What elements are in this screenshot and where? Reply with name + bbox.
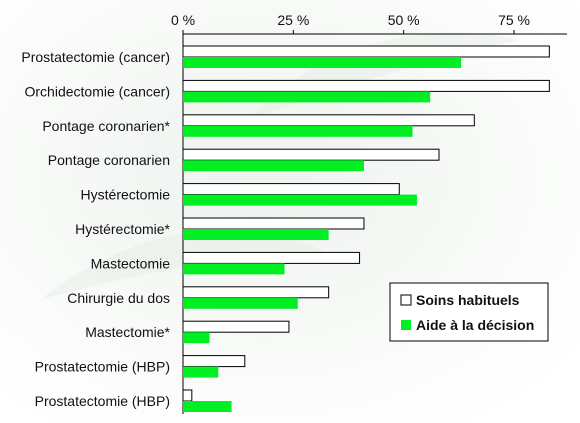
bar-aide-decision bbox=[183, 366, 219, 378]
bar-soins-habituels bbox=[182, 251, 361, 264]
bar-aide-decision bbox=[183, 194, 417, 206]
category-label: Prostatectomie (HBP) bbox=[35, 359, 170, 375]
bars bbox=[182, 45, 550, 412]
bar-soins-habituels bbox=[182, 389, 193, 402]
category-label: Chirurgie du dos bbox=[67, 290, 170, 306]
bar-soins-habituels bbox=[182, 355, 246, 368]
category-label: Hystérectomie bbox=[81, 187, 171, 203]
bar-aide-decision bbox=[183, 57, 462, 68]
category-label: Pontage coronarien* bbox=[42, 118, 170, 134]
bar-soins-habituels bbox=[182, 114, 475, 127]
category-label: Prostatectomie (HBP) bbox=[35, 393, 170, 409]
category-label: Mastectomie* bbox=[85, 324, 170, 340]
x-tick-label: 25 % bbox=[277, 12, 309, 28]
category-label: Orchidectomie (cancer) bbox=[25, 83, 171, 99]
legend: Soins habituels Aide à la décision bbox=[389, 282, 549, 342]
bar-aide-decision bbox=[183, 332, 210, 344]
legend-box bbox=[389, 282, 549, 342]
bar-soins-habituels bbox=[182, 217, 365, 230]
bar-aide-decision bbox=[183, 263, 285, 275]
legend-label-aide-decision: Aide à la décision bbox=[416, 317, 534, 333]
bar-aide-decision bbox=[183, 297, 298, 309]
bar-soins-habituels bbox=[182, 148, 440, 161]
legend-swatch-aide-decision bbox=[401, 320, 411, 330]
bar-soins-habituels bbox=[182, 45, 550, 58]
x-tick-label: 75 % bbox=[498, 12, 530, 28]
bar-aide-decision bbox=[183, 125, 413, 137]
category-label: Pontage coronarien bbox=[48, 152, 170, 168]
bar-aide-decision bbox=[183, 160, 364, 172]
legend-swatch-soins-habituels bbox=[400, 294, 412, 306]
bar-aide-decision bbox=[183, 91, 431, 103]
bar-soins-habituels bbox=[182, 79, 550, 92]
bar-aide-decision bbox=[183, 401, 232, 412]
x-tick-label: 0 % bbox=[171, 12, 195, 28]
bar-soins-habituels bbox=[182, 286, 330, 299]
legend-label-soins-habituels: Soins habituels bbox=[416, 292, 520, 308]
bar-soins-habituels bbox=[182, 183, 400, 196]
bar-aide-decision bbox=[183, 229, 329, 240]
category-labels: Prostatectomie (cancer) Orchidectomie (ca… bbox=[21, 49, 170, 409]
bar-soins-habituels bbox=[182, 320, 290, 333]
x-tick-label: 50 % bbox=[388, 12, 420, 28]
category-label: Prostatectomie (cancer) bbox=[21, 49, 170, 65]
category-label: Hystérectomie* bbox=[75, 221, 170, 237]
category-label: Mastectomie bbox=[91, 255, 171, 271]
